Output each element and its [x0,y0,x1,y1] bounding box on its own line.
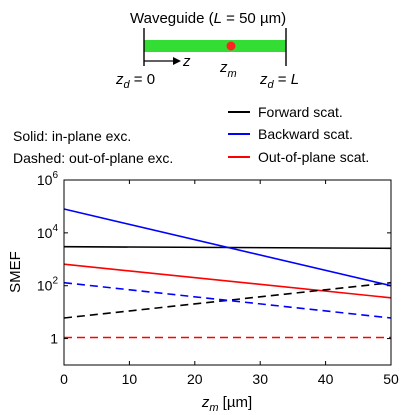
zm-label: zm [219,59,237,80]
y-tick-label: 106 [37,170,59,188]
waveguide-title: Waveguide (L = 50 µm) [130,10,286,27]
x-tick-label: 30 [252,371,268,387]
y-axis-label: SMEF [7,251,24,293]
series-line-out-of-plane-solid [63,263,392,299]
ticks-layer: 0 10 20 30 40 50 1 102 104 106 [37,170,399,387]
x-tick-label: 10 [122,371,138,387]
axes-frame [63,179,392,366]
right-end-label: zd = L [259,71,299,91]
series-line-backward-solid [63,208,392,287]
source-dot [226,41,236,51]
note-solid: Solid: in-plane exc. [13,128,131,144]
legend-label-backward: Backward scat. [258,126,353,142]
series-line-forward-dashed [63,281,392,319]
legend-label-out-of-plane: Out-of-plane scat. [258,149,369,165]
x-tick-label: 50 [383,371,399,387]
series-layer [63,208,392,339]
legend: Forward scat. Backward scat. Out-of-plan… [228,104,369,165]
waveguide-schematic: Waveguide (L = 50 µm) z zm zd = 0 zd = L [115,10,299,91]
left-end-label: zd = 0 [115,71,155,91]
y-tick-label: 104 [37,223,59,241]
y-tick-label: 102 [37,276,59,294]
legend-label-forward: Forward scat. [258,104,343,120]
x-axis-label: zm [µm] [201,394,252,414]
z-arrow-head-icon [173,57,181,65]
waveguide-bar [144,40,286,52]
note-dashed: Dashed: out-of-plane exc. [13,150,173,166]
y-tick-label: 1 [50,331,58,347]
plot-area: 0 10 20 30 40 50 1 102 104 106 SMEF zm [µm] [7,170,399,414]
x-tick-label: 40 [318,371,334,387]
x-tick-label: 20 [187,371,203,387]
series-line-backward-dashed [63,281,392,319]
z-axis-label: z [182,53,191,70]
x-tick-label: 0 [60,371,68,387]
